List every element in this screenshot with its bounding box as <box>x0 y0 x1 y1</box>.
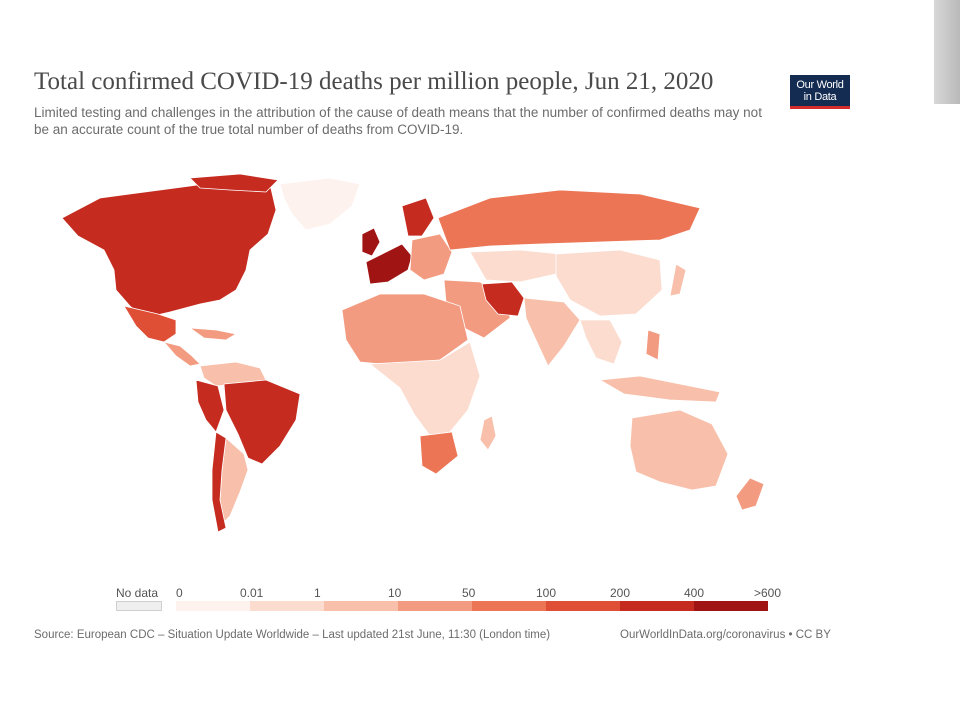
legend-swatch-1 <box>250 601 324 611</box>
credit-link[interactable]: OurWorldInData.org/coronavirus • CC BY <box>620 629 831 641</box>
color-legend: No data 0 0.01 1 10 50 100 200 400 >600 <box>112 586 792 616</box>
logo-line-2: in Data <box>803 91 837 103</box>
region-mexico[interactable] <box>123 305 177 343</box>
chart-title: Total confirmed COVID-19 deaths per mill… <box>34 68 714 95</box>
region-brazil[interactable] <box>223 379 301 465</box>
legend-swatch-2 <box>324 601 398 611</box>
legend-label-4: 50 <box>462 586 476 600</box>
legend-swatch-0 <box>176 601 250 611</box>
legend-label-0: 0 <box>176 586 183 600</box>
region-iran[interactable] <box>481 281 525 317</box>
region-new-zealand[interactable] <box>735 477 765 511</box>
region-southeast-asia[interactable] <box>579 319 623 365</box>
region-scandinavia[interactable] <box>401 197 435 237</box>
legend-label-2: 1 <box>314 586 321 600</box>
legend-label-5: 100 <box>536 586 557 600</box>
region-central-america[interactable] <box>162 341 201 367</box>
region-greenland[interactable] <box>279 177 361 231</box>
region-south-africa[interactable] <box>419 431 459 475</box>
region-caribbean[interactable] <box>188 327 238 341</box>
legend-swatch-4 <box>472 601 546 611</box>
region-india[interactable] <box>523 297 581 367</box>
region-canada-islands[interactable] <box>189 173 279 193</box>
region-uk[interactable] <box>361 227 381 257</box>
owid-logo[interactable]: Our World in Data <box>790 75 850 109</box>
legend-label-6: 200 <box>610 586 631 600</box>
chart-subtitle: Limited testing and challenges in the at… <box>34 105 762 137</box>
region-central-asia[interactable] <box>469 249 561 283</box>
region-eastern-europe[interactable] <box>409 233 453 281</box>
region-japan[interactable] <box>669 263 687 297</box>
region-central-africa[interactable] <box>368 341 481 437</box>
legend-swatch-3 <box>398 601 472 611</box>
region-australia[interactable] <box>629 409 729 491</box>
region-madagascar[interactable] <box>479 415 497 451</box>
region-indonesia[interactable] <box>598 375 721 403</box>
region-north-america[interactable] <box>61 181 277 319</box>
region-philippines[interactable] <box>645 329 661 361</box>
corner-thumbnail <box>934 0 960 104</box>
legend-swatch-6 <box>620 601 694 611</box>
legend-label-3: 10 <box>388 586 402 600</box>
region-china[interactable] <box>555 249 663 317</box>
region-peru[interactable] <box>195 379 225 433</box>
legend-no-data-label: No data <box>116 586 159 600</box>
legend-no-data-swatch <box>116 601 162 611</box>
region-western-europe[interactable] <box>365 243 413 285</box>
legend-label-max: >600 <box>754 586 782 600</box>
world-map[interactable] <box>40 170 780 540</box>
region-chile[interactable] <box>211 431 227 533</box>
logo-line-1: Our World <box>796 79 844 91</box>
source-note: Source: European CDC – Situation Update … <box>34 629 551 641</box>
region-north-africa[interactable] <box>341 293 469 367</box>
legend-label-7: 400 <box>684 586 705 600</box>
legend-swatch-7 <box>694 601 768 611</box>
region-russia[interactable] <box>437 189 701 251</box>
legend-label-1: 0.01 <box>240 586 264 600</box>
legend-swatch-5 <box>546 601 620 611</box>
